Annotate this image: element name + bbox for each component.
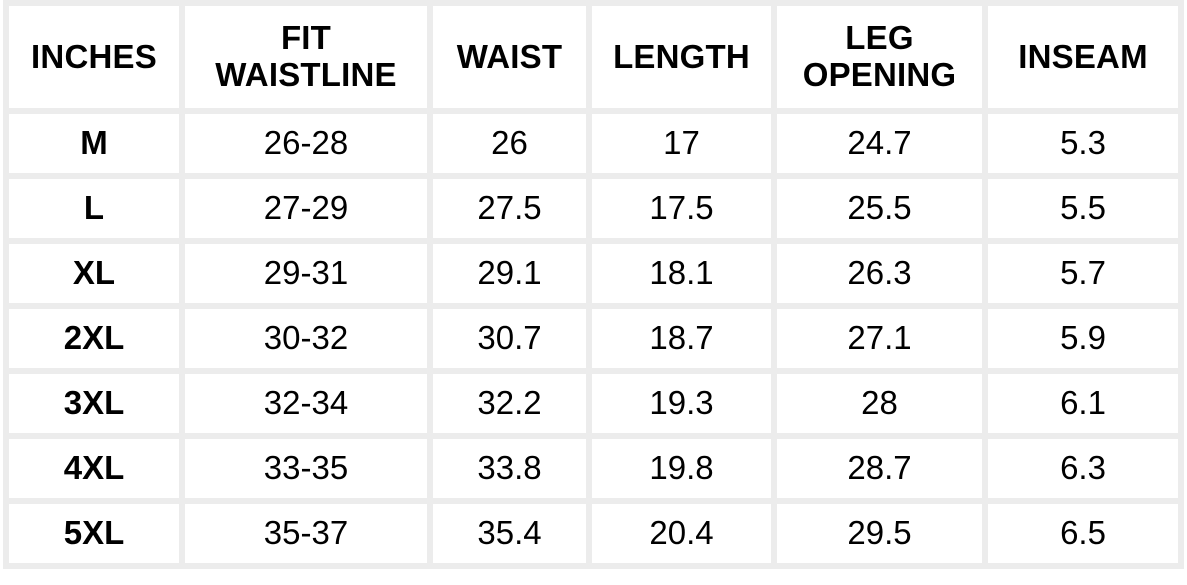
column-header-inseam: INSEAM bbox=[988, 0, 1184, 114]
cell-inseam: 5.7 bbox=[988, 244, 1184, 309]
cell-inseam: 6.1 bbox=[988, 374, 1184, 439]
cell-inseam: 6.3 bbox=[988, 439, 1184, 504]
cell-fit-waistline: 29-31 bbox=[185, 244, 433, 309]
header-row: INCHES FIT WAISTLINE WAIST LENGTH LEG OP… bbox=[3, 0, 1184, 114]
column-header-inches: INCHES bbox=[3, 0, 185, 114]
cell-size: L bbox=[3, 179, 185, 244]
cell-leg-opening: 26.3 bbox=[777, 244, 988, 309]
table-row: XL 29-31 29.1 18.1 26.3 5.7 bbox=[3, 244, 1184, 309]
table-body: M 26-28 26 17 24.7 5.3 L 27-29 27.5 17.5… bbox=[3, 114, 1184, 569]
cell-size: XL bbox=[3, 244, 185, 309]
column-header-fit-waistline: FIT WAISTLINE bbox=[185, 0, 433, 114]
cell-leg-opening: 25.5 bbox=[777, 179, 988, 244]
column-header-leg-opening-line-1: LEG bbox=[845, 19, 914, 57]
table-row: 4XL 33-35 33.8 19.8 28.7 6.3 bbox=[3, 439, 1184, 504]
cell-inseam: 6.5 bbox=[988, 504, 1184, 569]
cell-fit-waistline: 33-35 bbox=[185, 439, 433, 504]
cell-fit-waistline: 26-28 bbox=[185, 114, 433, 179]
cell-waist: 30.7 bbox=[433, 309, 592, 374]
cell-fit-waistline: 27-29 bbox=[185, 179, 433, 244]
cell-length: 18.7 bbox=[592, 309, 777, 374]
column-header-fit-waistline-line-1: FIT bbox=[280, 19, 332, 57]
table-row: 3XL 32-34 32.2 19.3 28 6.1 bbox=[3, 374, 1184, 439]
cell-inseam: 5.3 bbox=[988, 114, 1184, 179]
cell-size: 4XL bbox=[3, 439, 185, 504]
cell-waist: 32.2 bbox=[433, 374, 592, 439]
cell-leg-opening: 28 bbox=[777, 374, 988, 439]
cell-leg-opening: 29.5 bbox=[777, 504, 988, 569]
cell-size: M bbox=[3, 114, 185, 179]
column-header-waist: WAIST bbox=[433, 0, 592, 114]
cell-size: 2XL bbox=[3, 309, 185, 374]
column-header-leg-opening-line-2: OPENING bbox=[802, 56, 957, 93]
column-header-waist-line-1: WAIST bbox=[456, 37, 563, 75]
column-header-fit-waistline-line-2: WAISTLINE bbox=[215, 56, 397, 93]
column-header-length-line-1: LENGTH bbox=[613, 37, 750, 75]
cell-waist: 33.8 bbox=[433, 439, 592, 504]
cell-waist: 27.5 bbox=[433, 179, 592, 244]
cell-length: 20.4 bbox=[592, 504, 777, 569]
cell-leg-opening: 28.7 bbox=[777, 439, 988, 504]
cell-length: 17 bbox=[592, 114, 777, 179]
cell-fit-waistline: 30-32 bbox=[185, 309, 433, 374]
cell-leg-opening: 27.1 bbox=[777, 309, 988, 374]
cell-size: 5XL bbox=[3, 504, 185, 569]
cell-length: 19.8 bbox=[592, 439, 777, 504]
column-header-inches-line-1: INCHES bbox=[31, 37, 157, 75]
cell-length: 17.5 bbox=[592, 179, 777, 244]
cell-waist: 35.4 bbox=[433, 504, 592, 569]
column-header-leg-opening: LEG OPENING bbox=[777, 0, 988, 114]
table-row: 2XL 30-32 30.7 18.7 27.1 5.9 bbox=[3, 309, 1184, 374]
cell-waist: 26 bbox=[433, 114, 592, 179]
cell-length: 18.1 bbox=[592, 244, 777, 309]
cell-fit-waistline: 32-34 bbox=[185, 374, 433, 439]
cell-length: 19.3 bbox=[592, 374, 777, 439]
table-row: M 26-28 26 17 24.7 5.3 bbox=[3, 114, 1184, 179]
column-header-inseam-line-1: INSEAM bbox=[1018, 37, 1148, 75]
cell-waist: 29.1 bbox=[433, 244, 592, 309]
cell-size: 3XL bbox=[3, 374, 185, 439]
size-chart-table: INCHES FIT WAISTLINE WAIST LENGTH LEG OP… bbox=[3, 0, 1184, 569]
cell-fit-waistline: 35-37 bbox=[185, 504, 433, 569]
cell-inseam: 5.5 bbox=[988, 179, 1184, 244]
cell-leg-opening: 24.7 bbox=[777, 114, 988, 179]
table-row: L 27-29 27.5 17.5 25.5 5.5 bbox=[3, 179, 1184, 244]
cell-inseam: 5.9 bbox=[988, 309, 1184, 374]
table-header: INCHES FIT WAISTLINE WAIST LENGTH LEG OP… bbox=[3, 0, 1184, 114]
table-row: 5XL 35-37 35.4 20.4 29.5 6.5 bbox=[3, 504, 1184, 569]
column-header-length: LENGTH bbox=[592, 0, 777, 114]
